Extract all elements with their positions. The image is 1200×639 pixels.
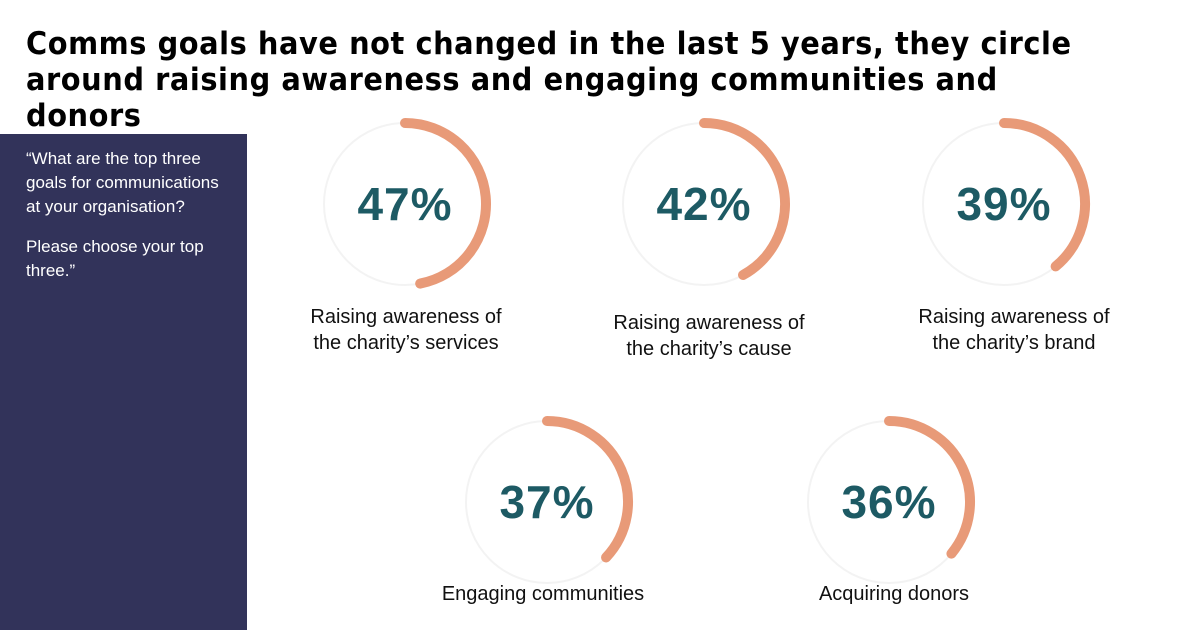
donut-arc xyxy=(542,416,633,563)
donut-chart-services: 47% xyxy=(313,112,497,296)
goal-label: Raising awareness of the charity’s servi… xyxy=(310,306,502,354)
goal-label: Acquiring donors xyxy=(818,583,970,605)
percentage-value: 47% xyxy=(357,178,453,230)
donut-chart-donors: 36% xyxy=(797,410,981,594)
donut-arc xyxy=(400,118,491,289)
donut-chart-cause: 42% xyxy=(612,112,796,296)
donut-arc xyxy=(699,118,790,280)
donut-svg xyxy=(622,118,790,286)
donut-chart-communities: 37% xyxy=(455,410,639,594)
page-title: Comms goals have not changed in the last… xyxy=(26,26,1072,134)
donut-svg xyxy=(323,118,491,289)
donut-svg xyxy=(465,416,633,584)
percentage-value: 37% xyxy=(499,476,595,528)
donut-svg xyxy=(807,416,975,584)
question-panel: “What are the top three goals for commun… xyxy=(0,134,247,630)
percentage-value: 39% xyxy=(956,178,1052,230)
donut-chart-brand: 39% xyxy=(912,112,1096,296)
survey-instruction: Please choose your top three.” xyxy=(26,237,204,280)
goal-label: Raising awareness of the charity’s brand xyxy=(918,306,1110,354)
percentage-value: 42% xyxy=(656,178,752,230)
donut-arc xyxy=(999,118,1090,272)
goal-label: Raising awareness of the charity’s cause xyxy=(613,312,805,360)
goal-label: Engaging communities xyxy=(441,583,645,605)
donut-arc xyxy=(884,416,975,559)
percentage-value: 36% xyxy=(841,476,937,528)
donut-svg xyxy=(922,118,1090,286)
survey-question: “What are the top three goals for commun… xyxy=(26,149,219,216)
